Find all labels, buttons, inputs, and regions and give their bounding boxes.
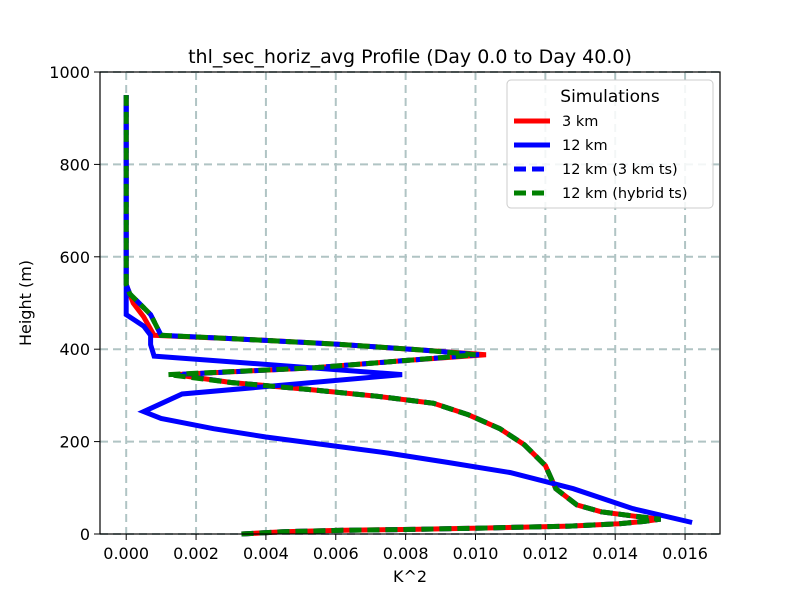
x-tick-label: 0.016 xyxy=(662,544,708,563)
y-tick-label: 800 xyxy=(59,155,90,174)
x-tick-label: 0.008 xyxy=(383,544,429,563)
y-tick-label: 1000 xyxy=(49,63,90,82)
y-tick-label: 600 xyxy=(59,248,90,267)
series-lines xyxy=(123,95,693,537)
series-line-2 xyxy=(123,95,693,525)
x-axis-label: K^2 xyxy=(393,567,427,586)
x-axis: 0.000 0.002 0.004 0.006 0.008 0.010 0.012 0.014… xyxy=(103,534,708,563)
x-tick-label: 0.010 xyxy=(453,544,499,563)
y-axis: 0 200 400 600 800 1000 xyxy=(49,63,100,544)
y-tick-label: 200 xyxy=(59,433,90,452)
legend-label-4: 12 km (hybrid ts) xyxy=(562,186,688,202)
legend-label-1: 3 km xyxy=(562,114,598,130)
x-tick-label: 0.002 xyxy=(173,544,219,563)
legend-title: Simulations xyxy=(560,87,660,107)
x-tick-label: 0.012 xyxy=(522,544,568,563)
x-tick-label: 0.004 xyxy=(243,544,289,563)
series-line-4 xyxy=(123,95,661,537)
y-axis-label: Height (m) xyxy=(16,260,35,346)
plot-frame xyxy=(99,71,721,535)
legend: Simulations 3 km 12 km 12 km (3 km ts) 12 k… xyxy=(506,79,714,209)
legend-box xyxy=(506,79,714,209)
y-tick-label: 400 xyxy=(59,340,90,359)
legend-label-3: 12 km (3 km ts) xyxy=(562,162,678,178)
x-tick-label: 0.006 xyxy=(313,544,359,563)
chart-title: thl_sec_horiz_avg Profile (Day 0.0 to Da… xyxy=(188,46,632,68)
y-tick-label: 0 xyxy=(80,525,90,544)
x-tick-label: 0.014 xyxy=(592,544,638,563)
x-tick-label: 0.000 xyxy=(103,544,149,563)
legend-label-2: 12 km xyxy=(562,138,608,154)
